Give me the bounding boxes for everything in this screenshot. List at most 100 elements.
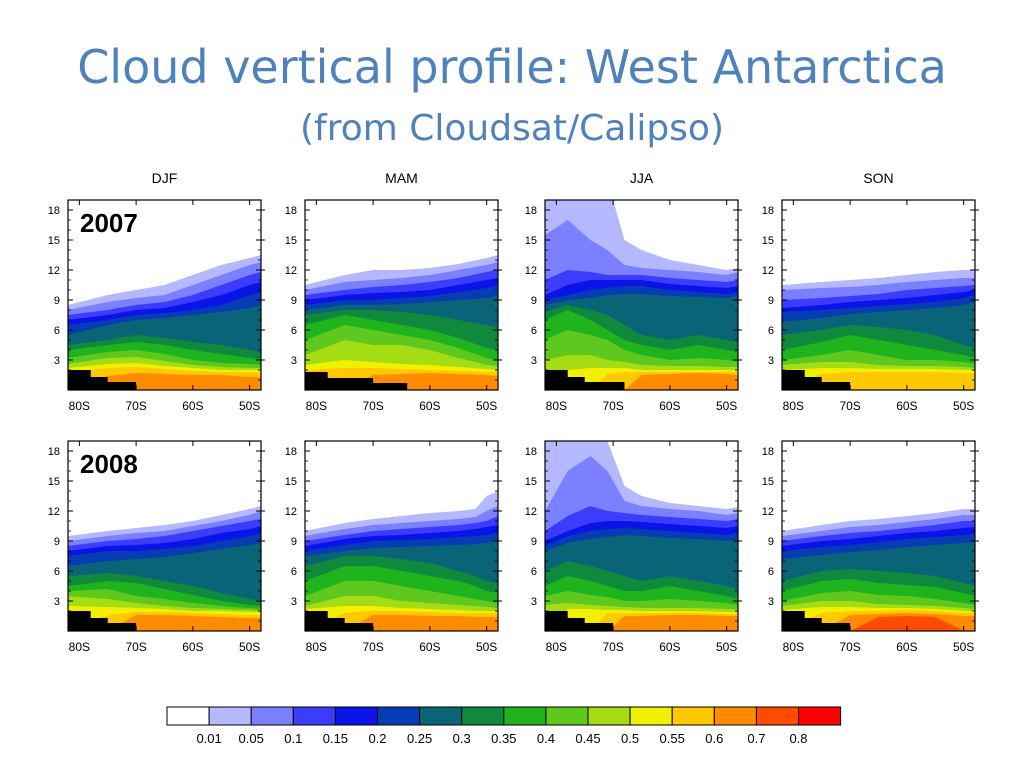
colorbar-swatch	[419, 706, 463, 726]
y-tick-label: 6	[768, 325, 774, 337]
colorbar-label: 0.1	[284, 731, 302, 746]
y-tick-label: 3	[531, 355, 537, 367]
x-tick-label: 60S	[419, 640, 440, 654]
terrain-mask	[305, 372, 408, 390]
season-label: MAM	[385, 170, 418, 186]
y-tick-label: 3	[54, 355, 60, 367]
x-tick-label: 80S	[69, 640, 90, 654]
panel-frame	[544, 440, 739, 632]
panel-frame	[781, 199, 976, 391]
x-tick-label: 60S	[659, 399, 680, 413]
y-tick-label: 9	[291, 536, 297, 548]
panel-frame	[544, 199, 739, 391]
colorbar-swatch	[166, 706, 210, 726]
x-tick-label: 70S	[839, 399, 860, 413]
colorbar-swatch	[713, 706, 757, 726]
x-tick-label: 50S	[239, 640, 260, 654]
y-tick-label: 6	[531, 566, 537, 578]
y-tick-label: 15	[48, 476, 60, 488]
colorbar-swatch	[292, 706, 336, 726]
x-tick-label: 70S	[839, 640, 860, 654]
colorbar-swatch	[587, 706, 631, 726]
colorbar-swatch	[377, 706, 421, 726]
x-tick-label: 50S	[239, 399, 260, 413]
x-tick-label: 60S	[419, 399, 440, 413]
y-tick-label: 6	[54, 566, 60, 578]
x-tick-label: 70S	[362, 640, 383, 654]
y-tick-label: 6	[54, 325, 60, 337]
colorbar-label: 0.25	[407, 731, 432, 746]
y-tick-label: 15	[762, 235, 774, 247]
colorbar-swatch	[461, 706, 505, 726]
x-tick-label: 80S	[306, 640, 327, 654]
colorbar-swatch	[208, 706, 252, 726]
panel-son-2007: 3 6 9 12 15 18 80S 70S 60S 50S SON	[762, 170, 979, 413]
contour-band-0.6	[545, 615, 738, 631]
y-tick-label: 9	[54, 536, 60, 548]
contour-fills	[782, 200, 975, 390]
y-tick-label: 12	[48, 506, 60, 518]
colorbar-label: 0.4	[537, 731, 555, 746]
y-tick-label: 18	[48, 205, 60, 217]
colorbar-swatch	[250, 706, 294, 726]
y-tick-label: 6	[291, 325, 297, 337]
y-tick-label: 9	[768, 295, 774, 307]
y-tick-label: 15	[525, 476, 537, 488]
y-tick-label: 18	[525, 446, 537, 458]
y-tick-label: 9	[531, 295, 537, 307]
colorbar-label: 0.8	[789, 731, 807, 746]
y-tick-label: 9	[291, 295, 297, 307]
y-tick-label: 6	[531, 325, 537, 337]
colorbar-label: 0.7	[747, 731, 765, 746]
colorbar-label: 0.35	[491, 731, 516, 746]
x-tick-label: 60S	[182, 399, 203, 413]
x-tick-label: 80S	[69, 399, 90, 413]
panel-djf-2007: 3 6 9 12 15 18 80S 70S 60S 50S DJF 2007	[48, 170, 265, 413]
year-label: 2007	[80, 208, 138, 238]
slide-title: Cloud vertical profile: West Antarctica	[77, 40, 947, 94]
x-tick-label: 70S	[602, 640, 623, 654]
x-tick-label: 60S	[896, 640, 917, 654]
y-tick-label: 12	[525, 506, 537, 518]
contour-band-0.7	[782, 616, 975, 631]
x-tick-label: 70S	[362, 399, 383, 413]
colorbar-label: 0.55	[660, 731, 685, 746]
panel-mam-2007: 3 6 9 12 15 18 80S 70S 60S 50S MAM	[285, 170, 502, 413]
y-tick-label: 3	[291, 596, 297, 608]
contour-band-0.6	[545, 373, 738, 390]
colorbar-swatch	[334, 706, 378, 726]
x-tick-label: 70S	[125, 640, 146, 654]
x-tick-label: 60S	[896, 399, 917, 413]
y-tick-label: 6	[768, 566, 774, 578]
season-label: SON	[863, 170, 893, 186]
contour-fills	[782, 441, 975, 631]
slide-subtitle: (from Cloudsat/Calipso)	[299, 108, 725, 149]
x-tick-label: 80S	[783, 399, 804, 413]
colorbar-label: 0.2	[368, 731, 386, 746]
y-tick-label: 18	[285, 205, 297, 217]
y-tick-label: 12	[762, 265, 774, 277]
y-tick-label: 3	[768, 596, 774, 608]
y-tick-label: 15	[285, 476, 297, 488]
y-tick-label: 9	[768, 536, 774, 548]
season-label: JJA	[630, 170, 654, 186]
x-tick-label: 50S	[476, 640, 497, 654]
y-tick-label: 18	[762, 205, 774, 217]
y-tick-label: 3	[768, 355, 774, 367]
y-tick-label: 15	[48, 235, 60, 247]
x-tick-label: 80S	[783, 640, 804, 654]
x-tick-label: 50S	[476, 399, 497, 413]
y-tick-label: 18	[285, 446, 297, 458]
terrain-mask	[545, 611, 614, 631]
x-tick-label: 60S	[659, 640, 680, 654]
x-tick-label: 50S	[716, 399, 737, 413]
x-tick-label: 70S	[602, 399, 623, 413]
y-tick-label: 18	[762, 446, 774, 458]
colorbar-swatch	[629, 706, 673, 726]
y-tick-label: 15	[285, 235, 297, 247]
x-tick-label: 50S	[953, 640, 974, 654]
colorbar-label: 0.15	[323, 731, 348, 746]
contour-fills	[305, 200, 498, 390]
colorbar-swatch	[671, 706, 715, 726]
